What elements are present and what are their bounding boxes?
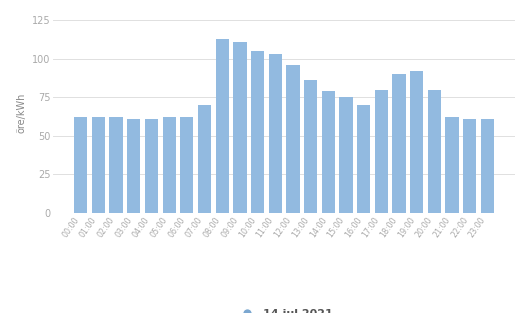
Bar — [180, 117, 193, 213]
Bar — [109, 117, 123, 213]
Bar — [269, 54, 282, 213]
Bar — [339, 97, 353, 213]
Bar — [357, 105, 370, 213]
Bar — [392, 74, 406, 213]
Bar — [304, 80, 317, 213]
Bar — [446, 117, 459, 213]
Y-axis label: öre/kWh: öre/kWh — [16, 93, 26, 133]
Bar — [216, 39, 229, 213]
Bar — [322, 91, 335, 213]
Bar — [233, 42, 246, 213]
Bar — [251, 51, 264, 213]
Bar — [92, 117, 105, 213]
Bar — [481, 119, 494, 213]
Bar — [74, 117, 88, 213]
Bar — [145, 119, 158, 213]
Legend: 14 jul 2021: 14 jul 2021 — [232, 305, 337, 313]
Bar — [198, 105, 211, 213]
Bar — [463, 119, 476, 213]
Bar — [286, 65, 299, 213]
Bar — [410, 71, 423, 213]
Bar — [375, 90, 388, 213]
Bar — [428, 90, 441, 213]
Bar — [127, 119, 140, 213]
Bar — [162, 117, 176, 213]
